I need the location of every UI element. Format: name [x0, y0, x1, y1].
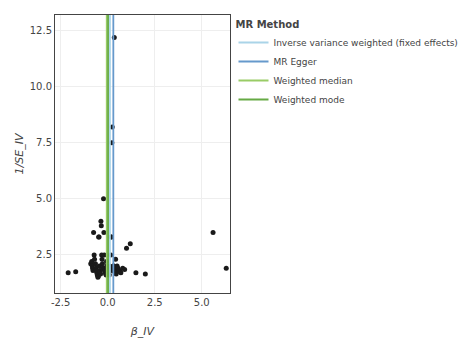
svg-text:7.5: 7.5 [36, 137, 52, 148]
svg-text:MR Egger: MR Egger [274, 57, 318, 67]
svg-text:β_IV: β_IV [130, 325, 156, 338]
svg-text:2.5: 2.5 [147, 297, 163, 308]
svg-text:-2.5: -2.5 [51, 297, 71, 308]
svg-text:2.5: 2.5 [36, 249, 52, 260]
svg-text:Weighted median: Weighted median [274, 76, 353, 86]
svg-text:0.0: 0.0 [100, 297, 116, 308]
svg-text:5.0: 5.0 [36, 193, 52, 204]
svg-text:Inverse variance weighted (fix: Inverse variance weighted (fixed effects… [274, 38, 458, 48]
svg-text:MR Method: MR Method [236, 19, 300, 30]
svg-text:1/SE_IV: 1/SE_IV [13, 132, 26, 174]
svg-text:12.5: 12.5 [30, 25, 52, 36]
svg-text:5.0: 5.0 [194, 297, 210, 308]
svg-text:Weighted mode: Weighted mode [274, 95, 345, 105]
svg-text:10.0: 10.0 [30, 81, 52, 92]
